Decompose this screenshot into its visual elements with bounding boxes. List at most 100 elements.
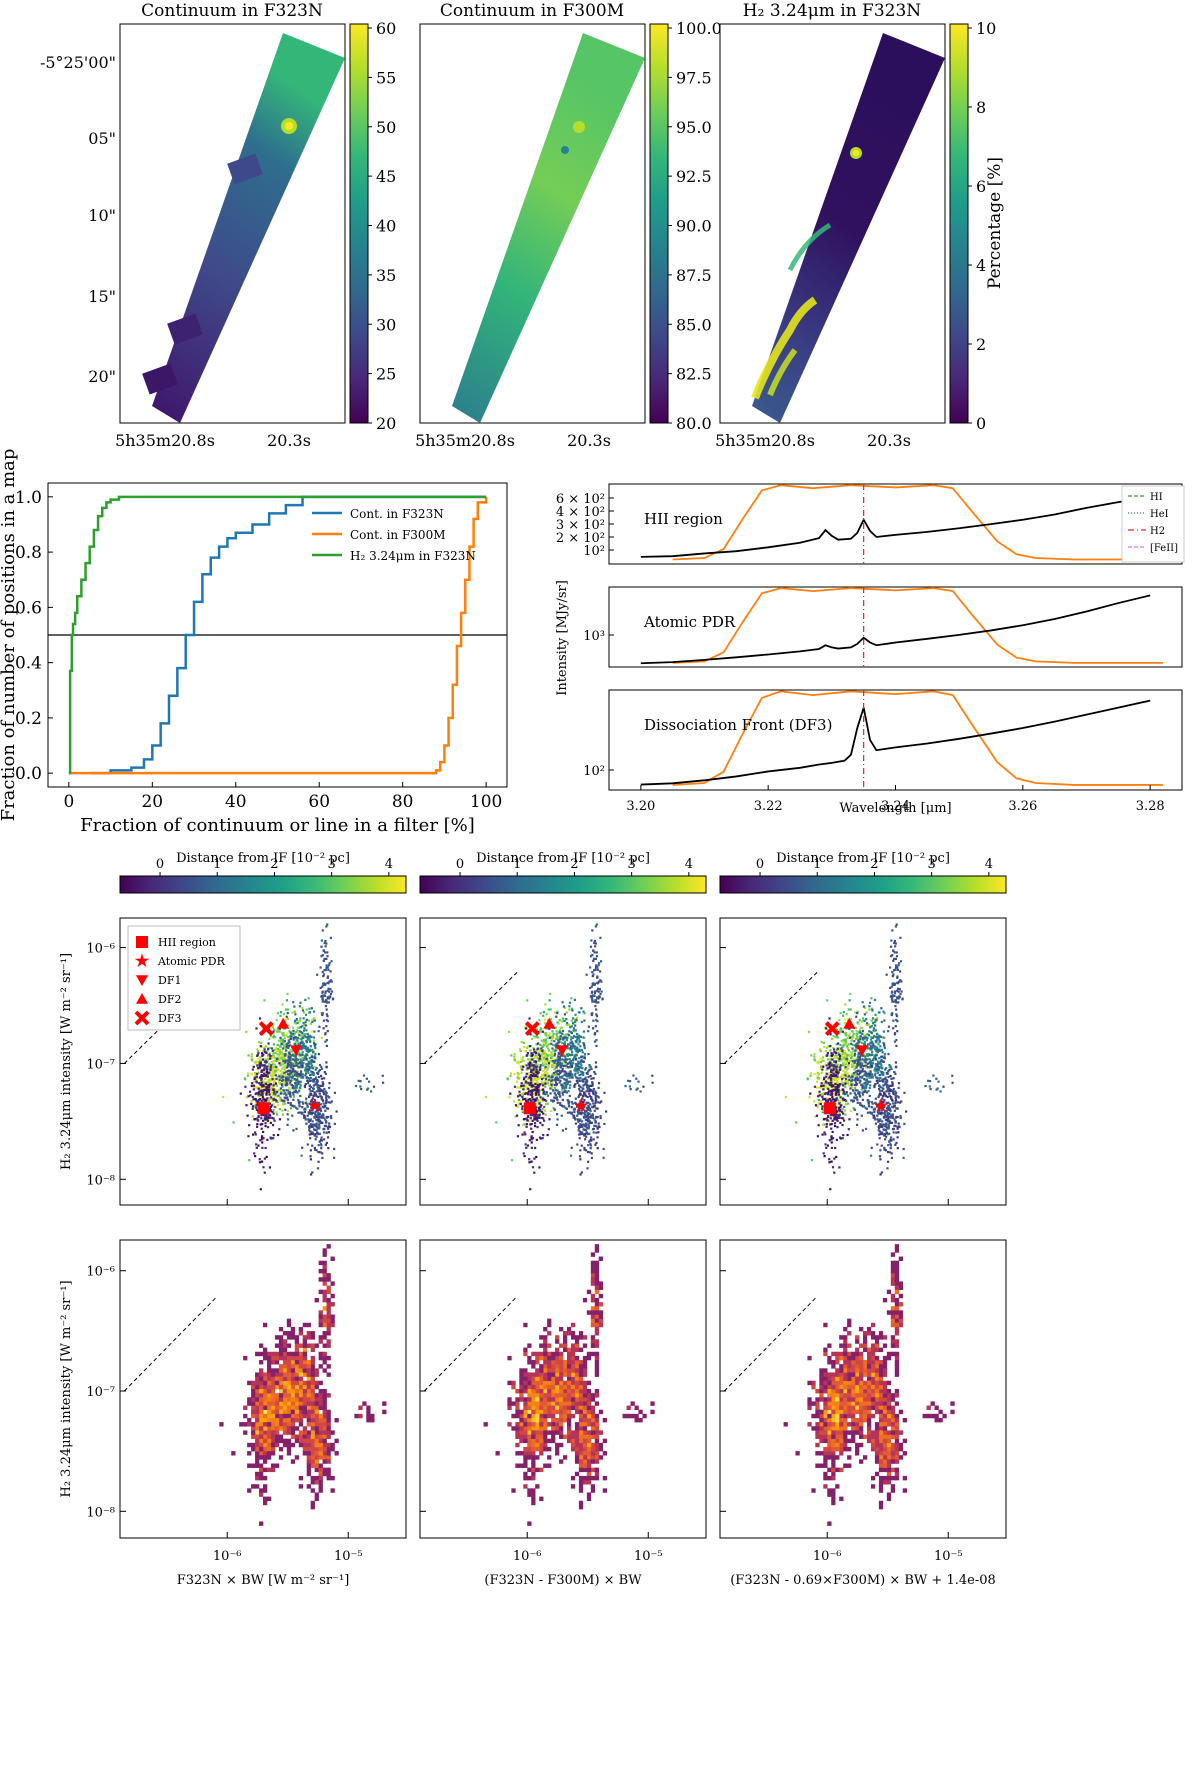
scatter-point [287,1036,290,1039]
scatter-point [540,1059,543,1062]
scatter-point [849,1017,852,1020]
scatter-point [576,1114,579,1117]
scatter-point [822,1086,825,1090]
scatter-point [372,1085,376,1088]
scatter-point [858,1061,861,1064]
scatter-point [327,1131,330,1134]
scatter-point [262,1130,265,1134]
scatter-point [835,1088,838,1091]
scatter-point [287,1059,290,1062]
scatter-point [865,1091,869,1094]
scatter-point [831,1166,835,1169]
scatter-point [577,1111,581,1114]
scatter-point [554,1065,557,1068]
scatter-point [311,1020,314,1024]
scatter-point [589,1089,593,1092]
scatter-point [590,997,594,1000]
scatter-point [588,1140,591,1143]
scatter-point [277,1059,280,1062]
scatter-point [294,1059,297,1062]
scatter-point [863,1037,866,1040]
scatter-point [838,1068,842,1071]
scatter-point [831,1064,834,1067]
scatter-point [280,1099,283,1102]
scatter-point [878,1085,881,1088]
scatter-point [591,1113,594,1116]
scatter-point [857,1039,860,1042]
scatter-point [288,1057,291,1061]
scatter-point [259,1097,262,1101]
scatter-point [882,1041,885,1045]
scatter-point [320,995,323,998]
scatter-point [325,1107,328,1110]
scatter-point [280,1038,283,1042]
scatter-point [865,1078,868,1081]
scatter-point [539,1064,542,1067]
scatter-point [293,1056,296,1059]
scatter-point [530,1136,533,1139]
scatter-point [627,1079,630,1082]
scatter-point [281,1043,285,1046]
scatter-point [597,1125,600,1128]
colorbar-tick-label: 8 [976,98,986,117]
scatter-point [869,1076,873,1079]
scatter-point [563,1064,567,1067]
scatter-point [271,1054,274,1057]
scatter-point [870,1046,874,1050]
scatter-point [828,1064,831,1067]
scatter-point [883,1019,886,1022]
scatter-point [571,1076,574,1079]
scatter-point [852,1071,856,1075]
scatter-point [525,1117,528,1120]
scatter-point [293,1042,296,1046]
y-axis-label: Fraction of number of positions in a map [0,449,19,822]
scatter-point [287,1078,290,1081]
scatter-point [844,1077,848,1081]
scatter-point [822,1065,825,1068]
scatter-point [830,1073,833,1077]
scatter-point [528,1061,532,1064]
scatter-point [263,1087,266,1090]
scatter-point [567,1066,570,1069]
scatter-point [896,1101,900,1104]
scatter-point [579,1062,582,1066]
scatter-point [542,1069,545,1073]
colorbar-tick-label: 3 [927,857,935,872]
scatter-point [555,1066,558,1069]
scatter-point [312,1051,315,1054]
scatter-point [267,1042,270,1045]
scatter-point [262,1074,265,1078]
scatter-point [328,1082,331,1085]
scatter-point [522,1088,525,1091]
scatter-point [545,1045,549,1048]
scatter-point [247,1072,250,1075]
scatter-point [873,1069,876,1072]
scatter-point [567,1023,571,1027]
scatter-point [320,1089,323,1092]
scatter-point [874,1058,878,1061]
scatter-point [304,998,307,1001]
scatter-point [269,1068,272,1071]
scatter-point [838,1136,842,1139]
scatter-point [257,1052,260,1055]
scatter-point [299,1017,302,1020]
scatter-point [309,1089,312,1093]
scatter-point [595,1018,598,1022]
scatter-point [571,1073,574,1076]
scatter-point [303,1027,306,1030]
scatter-point [860,1076,863,1079]
scatter-point [544,1040,547,1043]
scatter-point [272,1043,276,1046]
scatter-point [563,1078,566,1081]
scatter-point [880,1171,883,1174]
scatter-point [303,1046,307,1049]
scatter-point [834,1051,838,1055]
scatter-point [306,1046,309,1049]
scatter-point [284,1073,287,1077]
scatter-point [839,1096,842,1099]
scatter-point [558,1056,562,1059]
scatter-point [851,1060,855,1063]
scatter-point [876,1038,879,1041]
scatter-point [323,1000,326,1003]
scatter-point [534,1088,537,1091]
